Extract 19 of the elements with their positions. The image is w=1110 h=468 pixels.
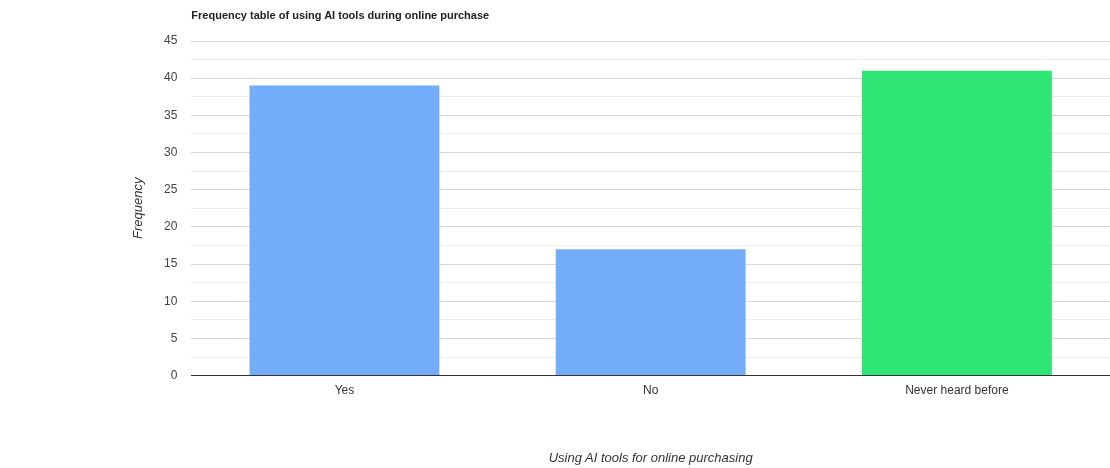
x-tick-label: No	[643, 383, 659, 398]
y-tick-label: 5	[170, 330, 178, 345]
y-tick-label: 25	[163, 182, 178, 197]
y-tick-label: 30	[163, 144, 178, 159]
y-axis-title: Frequency	[129, 176, 145, 240]
y-tick-label: 40	[163, 70, 178, 85]
x-tick-label: Never heard before	[905, 383, 1009, 398]
y-tick-label: 45	[163, 33, 178, 48]
y-tick-label: 10	[163, 293, 178, 308]
y-tick-label: 15	[163, 256, 178, 271]
y-tick-label: 20	[163, 219, 178, 234]
y-tick-label: 35	[163, 107, 178, 122]
x-axis-title: Using AI tools for online purchasing	[548, 449, 754, 465]
x-tick-label: Yes	[334, 383, 355, 398]
y-tick-label: 0	[170, 367, 178, 382]
chart-title: Frequency table of using AI tools during online purchase	[191, 9, 490, 22]
bar	[861, 70, 1052, 376]
bar	[249, 85, 440, 376]
bar	[555, 249, 746, 376]
